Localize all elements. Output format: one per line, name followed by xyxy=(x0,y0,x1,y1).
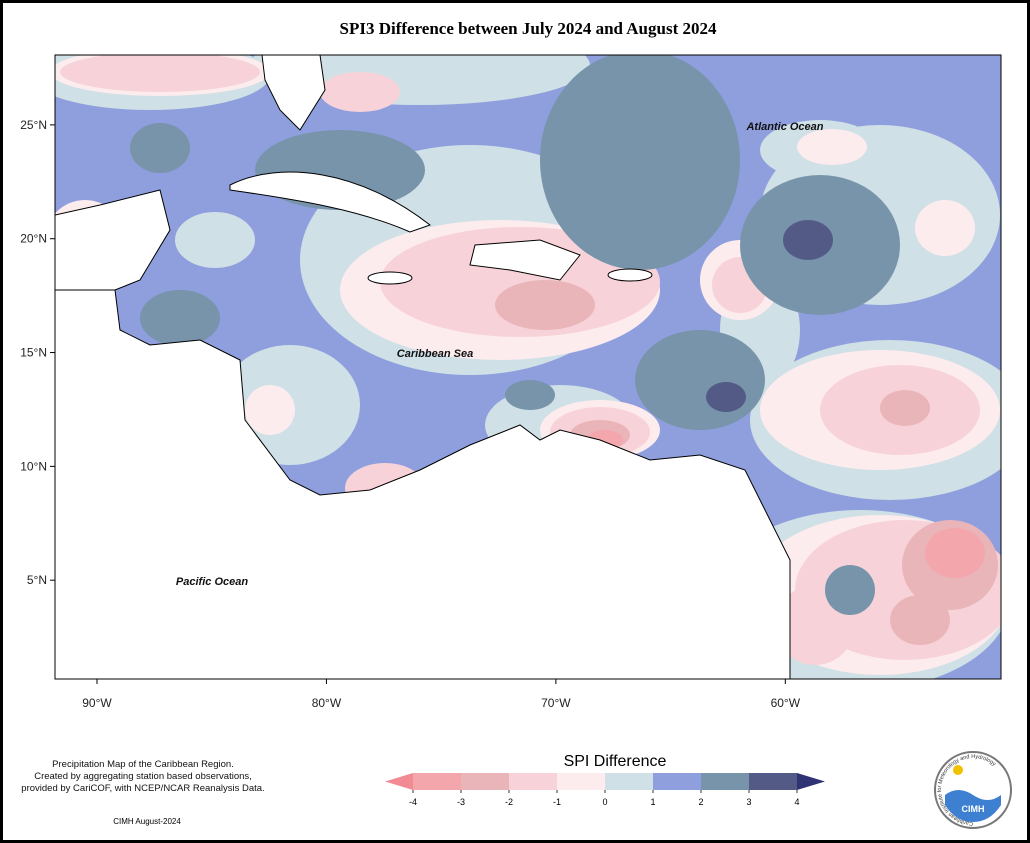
note: Precipitation Map of the Caribbean Regio… xyxy=(52,759,234,770)
legend-tick-label: -4 xyxy=(409,797,417,807)
map-field xyxy=(55,55,1001,679)
legend-tick-label: 4 xyxy=(794,797,799,807)
note: provided by CariCOF, with NCEP/NCAR Rean… xyxy=(21,783,264,794)
map-label: Atlantic Ocean xyxy=(745,121,823,133)
legend-bin xyxy=(413,773,461,790)
note: Created by aggregating station based obs… xyxy=(34,771,252,782)
logo-name: CIMH xyxy=(962,804,985,814)
legend-bin xyxy=(509,773,557,790)
x-tick-label: 70°W xyxy=(541,696,571,710)
map-label: Caribbean Sea xyxy=(397,348,473,360)
map-frame xyxy=(54,54,1002,680)
logo: CIMH Caribbean Institute for Meteorology… xyxy=(934,751,1012,829)
legend-tick-label: 3 xyxy=(746,797,751,807)
notes: Precipitation Map of the Caribbean Regio… xyxy=(21,759,264,826)
y-tick-label: 5°N xyxy=(27,573,47,587)
legend-bin xyxy=(557,773,605,790)
legend-tick-label: -2 xyxy=(505,797,513,807)
x-tick-label: 90°W xyxy=(82,696,112,710)
legend-tick-label: -1 xyxy=(553,797,561,807)
legend-tick-label: 1 xyxy=(650,797,655,807)
y-tick-label: 25°N xyxy=(20,118,47,132)
legend-bin xyxy=(701,773,749,790)
y-tick-label: 20°N xyxy=(20,232,47,246)
legend-arrow xyxy=(385,773,413,790)
legend-bin xyxy=(605,773,653,790)
credit: CIMH August-2024 xyxy=(113,817,181,826)
legend-bin xyxy=(461,773,509,790)
map-label: Pacific Ocean xyxy=(176,576,248,588)
legend-tick-label: 2 xyxy=(698,797,703,807)
x-tick-label: 80°W xyxy=(312,696,342,710)
y-tick-label: 15°N xyxy=(20,346,47,360)
title: SPI3 Difference between July 2024 and Au… xyxy=(340,19,717,38)
legend-tick-label: -3 xyxy=(457,797,465,807)
legend-tick-label: 0 xyxy=(602,797,607,807)
legend-bin xyxy=(749,773,797,790)
legend-arrow xyxy=(797,773,825,790)
x-tick-label: 60°W xyxy=(771,696,801,710)
legend-title: SPI Difference xyxy=(564,753,667,770)
y-tick-label: 10°N xyxy=(20,459,47,473)
legend-bin xyxy=(653,773,701,790)
